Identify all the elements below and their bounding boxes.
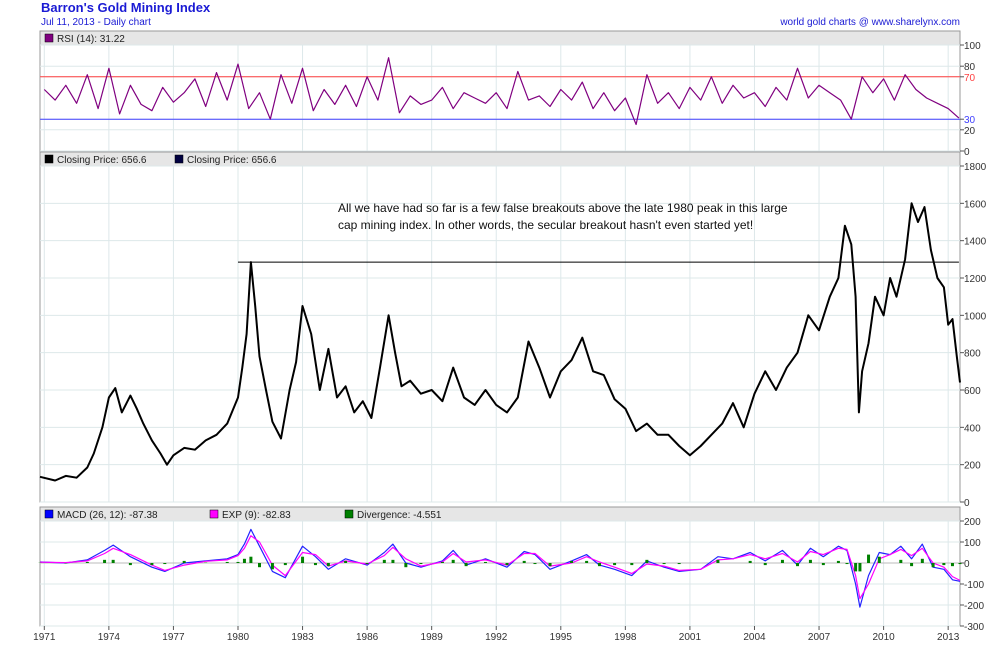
xtick-label: 1989: [421, 632, 444, 643]
macd-ytick-label: -200: [964, 601, 984, 612]
xtick-label: 1983: [291, 632, 314, 643]
price-legend-label: Closing Price: 656.6: [187, 155, 277, 166]
rsi-legend-strip: [40, 31, 960, 45]
macd-ytick-label: 0: [964, 559, 970, 570]
macd-ytick-label: 200: [964, 517, 981, 528]
price-ytick-label: 1600: [964, 199, 987, 210]
price-legend-swatch: [174, 154, 184, 164]
price-annotation: All we have had so far is a few false br…: [338, 201, 788, 232]
rsi-ytick-label: 80: [964, 62, 976, 73]
xtick-label: 1995: [550, 632, 573, 643]
xtick-label: 1977: [162, 632, 185, 643]
xtick-label: 1992: [485, 632, 508, 643]
price-ytick-label: 600: [964, 386, 981, 397]
chart-title: Barron's Gold Mining Index: [41, 0, 211, 15]
macd-legend-strip: [40, 507, 960, 521]
macd-legend-label: Divergence: -4.551: [357, 510, 442, 521]
xtick-label: 2001: [679, 632, 702, 643]
macd-legend-swatch: [344, 509, 354, 519]
chart-credit: world gold charts @ www.sharelynx.com: [780, 17, 960, 28]
price-ytick-label: 400: [964, 423, 981, 434]
rsi-ytick-label: 100: [964, 41, 981, 52]
rsi-series-line-0: [43, 57, 960, 126]
rsi-ytick-label: 70: [964, 73, 976, 84]
price-legend-strip: [40, 152, 960, 166]
macd-ytick-label: 100: [964, 538, 981, 549]
price-ytick-label: 200: [964, 461, 981, 472]
price-ytick-label: 1000: [964, 311, 987, 322]
macd-panel-frame: [39, 506, 961, 627]
xtick-label: 1971: [33, 632, 56, 643]
xtick-label: 2010: [872, 632, 895, 643]
rsi-ytick-label: 0: [964, 147, 970, 158]
price-legend-label: Closing Price: 656.6: [57, 155, 147, 166]
price-ytick-label: 800: [964, 349, 981, 360]
xtick-label: 1980: [227, 632, 250, 643]
rsi-ytick-label: 30: [964, 115, 976, 126]
macd-ytick-label: -100: [964, 580, 984, 591]
price-ytick-label: 0: [964, 498, 970, 509]
price-panel-frame: [39, 151, 961, 503]
price-ytick-label: 1400: [964, 237, 987, 248]
rsi-legend-label: RSI (14): 31.22: [57, 34, 125, 45]
price-series-line-0: [39, 202, 961, 482]
rsi-panel-frame: [39, 30, 961, 152]
macd-series-line-1: [39, 535, 961, 600]
chart-subtitle: Jul 11, 2013 - Daily chart: [41, 17, 151, 28]
macd-legend-swatch: [209, 509, 219, 519]
xtick-label: 2004: [743, 632, 766, 643]
macd-ytick-label: -300: [964, 622, 984, 633]
price-ytick-label: 1200: [964, 274, 987, 285]
macd-legend-label: EXP (9): -82.83: [222, 510, 291, 521]
macd-legend-label: MACD (26, 12): -87.38: [57, 510, 158, 521]
rsi-legend-swatch: [44, 33, 54, 43]
macd-series-line-0: [39, 528, 961, 608]
xtick-label: 1986: [356, 632, 379, 643]
xtick-label: 2007: [808, 632, 831, 643]
macd-legend-swatch: [44, 509, 54, 519]
rsi-ytick-label: 20: [964, 126, 976, 137]
xtick-label: 2013: [937, 632, 960, 643]
xtick-label: 1998: [614, 632, 637, 643]
price-ytick-label: 1800: [964, 162, 987, 173]
price-legend-swatch: [44, 154, 54, 164]
xtick-label: 1974: [98, 632, 121, 643]
